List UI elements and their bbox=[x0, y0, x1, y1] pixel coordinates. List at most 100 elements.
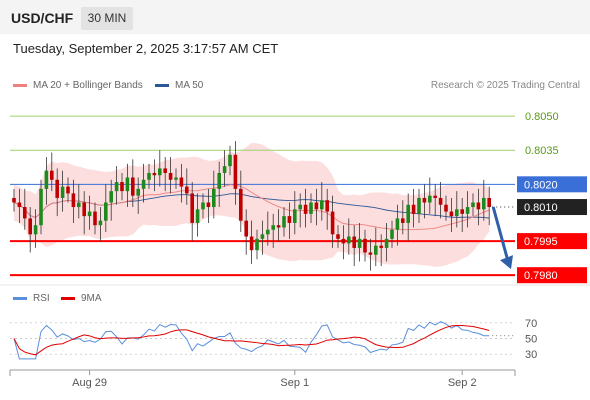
candle-body bbox=[179, 177, 184, 187]
candle-body bbox=[379, 245, 383, 248]
candle-body bbox=[141, 179, 146, 189]
candle-body bbox=[152, 172, 157, 176]
rsi-tick-label-0: 70 bbox=[525, 318, 537, 330]
candle-body bbox=[87, 211, 92, 217]
level-tag-2 bbox=[517, 176, 587, 193]
candle-body bbox=[444, 204, 448, 212]
candle-body bbox=[449, 211, 454, 217]
forecast-arrow-head bbox=[500, 255, 513, 270]
candle-body bbox=[406, 204, 410, 223]
candle-body bbox=[487, 197, 491, 208]
candle-body bbox=[93, 211, 97, 226]
ma20-line bbox=[13, 184, 490, 231]
candle-body bbox=[190, 193, 194, 223]
candle-body bbox=[395, 218, 400, 230]
candle-body bbox=[341, 238, 346, 244]
legend-ma50-label: MA 50 bbox=[175, 80, 204, 91]
candle-body bbox=[44, 170, 49, 189]
candle-body bbox=[168, 172, 173, 180]
rsi-tick-label-2: 30 bbox=[525, 349, 537, 361]
candle-body bbox=[347, 236, 351, 244]
level-tag-3 bbox=[517, 233, 587, 250]
candle-body bbox=[293, 209, 297, 223]
timestamp: Tuesday, September 2, 2025 3:17:57 AM CE… bbox=[13, 41, 279, 56]
level-label-4: 0.7980 bbox=[524, 270, 558, 282]
candle-body bbox=[357, 238, 362, 248]
rsi-swatch-icon bbox=[13, 296, 27, 300]
candle-body bbox=[131, 177, 135, 196]
candle-body bbox=[163, 168, 167, 173]
candle-body bbox=[438, 197, 443, 205]
candle-body bbox=[401, 218, 405, 223]
candle-body bbox=[476, 202, 481, 210]
candle-body bbox=[320, 200, 324, 210]
candle-body bbox=[185, 186, 189, 194]
candle-body bbox=[471, 202, 475, 208]
legend-9ma-label: 9MA bbox=[81, 293, 102, 304]
candle-body bbox=[255, 238, 259, 251]
candle-body bbox=[217, 172, 221, 189]
candle-body bbox=[228, 154, 232, 167]
rsi-9ma-line bbox=[13, 324, 490, 356]
candle-body bbox=[120, 182, 124, 192]
candle-body bbox=[136, 188, 140, 196]
candle-body bbox=[23, 207, 27, 219]
timeframe-button[interactable]: 30 MIN bbox=[81, 7, 133, 30]
candle-body bbox=[303, 204, 308, 214]
candle-body bbox=[325, 200, 329, 212]
candle-body bbox=[352, 236, 356, 248]
rsi-tick-label-1: 50 bbox=[525, 334, 537, 346]
candle-body bbox=[287, 216, 292, 223]
candle-body bbox=[174, 177, 178, 180]
candle-body bbox=[465, 207, 470, 214]
candle-body bbox=[66, 186, 70, 194]
legend-rsi: RSI bbox=[13, 293, 50, 304]
legend-ma20: MA 20 + Bollinger Bands bbox=[13, 80, 143, 91]
candle-body bbox=[363, 238, 367, 253]
last-price-tag bbox=[517, 199, 587, 216]
candle-body bbox=[50, 170, 54, 180]
candle-body bbox=[82, 202, 86, 217]
chart-header: USD/CHF 30 MIN bbox=[0, 0, 590, 34]
candle-body bbox=[314, 202, 319, 210]
legend-ma20-label: MA 20 + Bollinger Bands bbox=[33, 80, 143, 91]
candle-body bbox=[336, 234, 340, 239]
level-label-3: 0.7995 bbox=[524, 236, 558, 248]
candle-body bbox=[114, 182, 119, 192]
candle-body bbox=[195, 209, 200, 223]
candle-body bbox=[455, 209, 459, 217]
last-price-label: 0.8010 bbox=[524, 202, 558, 214]
level-label-1: 0.8035 bbox=[525, 145, 559, 157]
candle-body bbox=[55, 179, 59, 198]
ma9-swatch-icon bbox=[61, 296, 75, 300]
candle-body bbox=[271, 225, 275, 230]
candle-body bbox=[147, 172, 151, 180]
candle-body bbox=[433, 195, 437, 198]
candle-body bbox=[28, 218, 32, 235]
forecast-arrow-shaft bbox=[491, 206, 510, 262]
candle-body bbox=[249, 236, 254, 251]
candle-body bbox=[244, 220, 248, 237]
level-label-2: 0.8020 bbox=[524, 179, 558, 191]
candle-body bbox=[266, 229, 270, 235]
legend-rsi-label: RSI bbox=[33, 293, 50, 304]
candle-body bbox=[33, 225, 38, 235]
candle-body bbox=[276, 225, 281, 228]
candle-body bbox=[260, 234, 265, 239]
candle-body bbox=[17, 202, 22, 208]
candle-body bbox=[411, 204, 416, 214]
x-tick-label-2: Sep 2 bbox=[448, 377, 477, 389]
level-label-0: 0.8050 bbox=[525, 111, 559, 123]
candle-body bbox=[109, 191, 113, 203]
symbol-label: USD/CHF bbox=[11, 10, 74, 26]
candle-body bbox=[239, 188, 243, 221]
candle-body bbox=[298, 204, 302, 210]
candle-body bbox=[482, 197, 486, 210]
rsi-line bbox=[13, 321, 490, 360]
credit: Research © 2025 Trading Central bbox=[430, 80, 580, 91]
candle-body bbox=[233, 154, 238, 189]
candle-body bbox=[212, 188, 216, 208]
candle-body bbox=[330, 211, 335, 235]
candle-body bbox=[77, 202, 81, 208]
